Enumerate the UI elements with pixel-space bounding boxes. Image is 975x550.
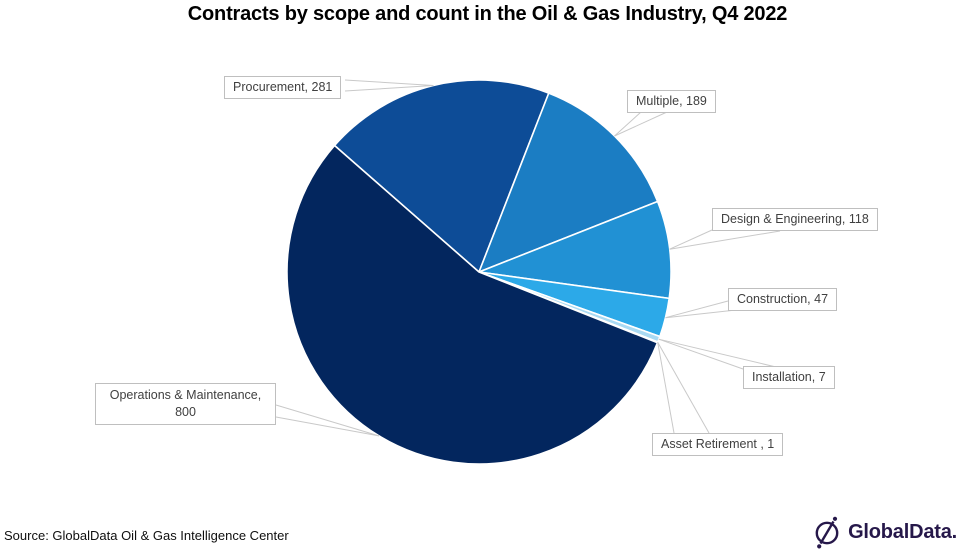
callout-line-procurement [344,79,434,86]
callout-line-operations-maintenance [275,404,380,437]
callout-line-installation [658,338,744,370]
callout-line-procurement [344,85,434,92]
callout-line-construction [665,309,737,319]
globaldata-logo-text: GlobalData. [848,520,957,543]
callout-line-multiple [614,111,642,137]
pie-slice-design-engineering [478,200,672,300]
globaldata-logo: GlobalData. [812,515,957,549]
pie-callout-label-procurement: Procurement, 281 [224,76,342,99]
callout-line-installation [658,338,777,368]
source-text: Source: GlobalData Oil & Gas Intelligenc… [4,528,289,543]
pie-callout-label-multiple: Multiple, 189 [627,90,716,113]
callout-line-multiple [614,111,668,137]
pie-callout-label-asset-retirement: Asset Retirement , 1 [652,433,784,456]
pie-slice-operations-maintenance [286,144,659,465]
callout-line-design-engineering [669,230,781,250]
callout-line-asset-retirement [657,342,710,434]
chart-title: Contracts by scope and count in the Oil … [187,3,788,25]
callout-line-asset-retirement [657,342,675,434]
pie-callout-label-design-engineering: Design & Engineering, 118 [712,208,878,231]
callout-line-design-engineering [669,229,713,250]
pie-callout-label-operations-maintenance: Operations & Maintenance, 800 [95,383,276,425]
pie-callout-label-construction: Construction, 47 [728,288,838,311]
globaldata-logo-icon [815,516,839,549]
callout-line-construction [665,300,729,319]
pie-callout-label-installation: Installation, 7 [743,366,835,389]
callout-line-operations-maintenance [275,416,379,437]
